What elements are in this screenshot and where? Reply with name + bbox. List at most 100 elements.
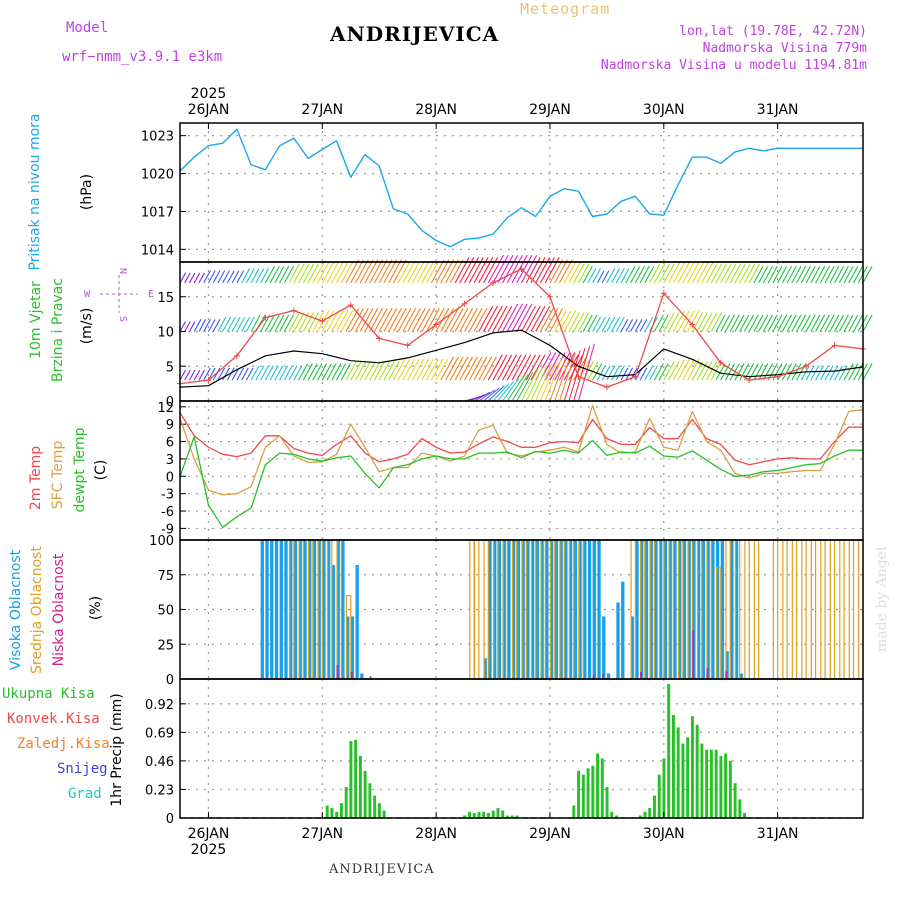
wind-barb	[710, 312, 723, 332]
wind-barb	[321, 363, 332, 381]
wind-barb	[805, 365, 815, 381]
wind-barb	[834, 314, 845, 332]
wind-barb	[203, 270, 211, 284]
wind-gust-marker	[546, 293, 553, 300]
cloud-bar	[715, 540, 720, 679]
cloud-bar	[507, 540, 511, 679]
wind-barb	[184, 272, 191, 284]
wind-barb	[724, 363, 736, 381]
wind-barb	[497, 380, 515, 402]
wind-barb	[359, 308, 374, 332]
cloud-unit-label: (%)	[88, 596, 104, 620]
cloud-bar	[583, 540, 587, 679]
cloud-bar	[678, 540, 682, 679]
wind-barb	[402, 358, 415, 381]
wind-speed-line	[179, 329, 864, 388]
wind-barb	[212, 270, 221, 284]
wind-barb	[207, 319, 216, 332]
legend-ukupna-kisa: Ukupna Kisa	[2, 686, 95, 702]
wind-gust-marker	[233, 352, 240, 359]
cloud-bar	[711, 540, 715, 679]
wind-barb	[502, 254, 519, 284]
wind-axis-label-1: 10m Vjetar	[28, 281, 44, 359]
precip-bar	[586, 768, 590, 818]
precip-bar	[591, 765, 595, 818]
wind-barb	[691, 261, 705, 284]
wind-barb	[198, 319, 207, 332]
cloud-bar	[725, 651, 729, 679]
wind-barb	[430, 308, 445, 332]
precip-bar	[724, 753, 728, 818]
wind-barb	[549, 352, 566, 381]
wind-barb	[796, 265, 807, 284]
precip-bar	[596, 753, 600, 818]
wind-barb	[658, 363, 669, 381]
wind-barb	[302, 263, 315, 284]
wind-barb	[430, 358, 444, 381]
wind-barb	[653, 363, 664, 381]
wind-barb	[829, 314, 840, 332]
wind-barb	[506, 376, 524, 402]
wind-barb	[848, 265, 859, 284]
wind-barb	[862, 314, 873, 332]
wind-barb	[834, 265, 845, 284]
cloud-bar	[654, 540, 658, 679]
wind-barb	[288, 312, 300, 332]
wind-barb	[596, 316, 606, 332]
wind-barb	[748, 263, 760, 284]
cloud-bar	[706, 667, 709, 679]
wind-barb	[506, 254, 523, 284]
compass-n: N	[117, 268, 128, 274]
wind-barb	[226, 270, 235, 284]
y-tick-label: 15	[157, 291, 174, 306]
wind-barb	[772, 265, 783, 284]
wind-barb	[777, 314, 788, 332]
wind-barb	[805, 314, 816, 332]
wind-axis-label-2: Brzina i Pravac	[50, 278, 66, 382]
wind-barb	[392, 358, 406, 381]
wind-barb	[563, 261, 577, 284]
cloud-bar	[322, 540, 326, 679]
wind-barb	[193, 369, 201, 381]
temp-unit-label: (C)	[93, 460, 109, 481]
wind-barb	[615, 316, 625, 332]
wind-barb	[834, 365, 843, 381]
wind-barb	[264, 265, 275, 284]
cloud-bar	[341, 540, 345, 679]
cloud-bar	[564, 540, 568, 679]
precip-bar	[690, 716, 694, 818]
cloud-bar	[488, 540, 492, 679]
precip-bar	[643, 811, 647, 818]
wind-barb	[288, 263, 300, 284]
wind-barb	[459, 308, 474, 332]
wind-barb	[369, 308, 383, 332]
wind-barb	[592, 363, 603, 381]
wind-barb	[753, 314, 764, 332]
precip-bar	[686, 737, 690, 818]
panel-bg-5	[180, 679, 863, 818]
wind-barb	[483, 356, 497, 381]
wind-barb	[464, 356, 478, 381]
wind-gust-marker	[290, 307, 297, 314]
wind-barb	[677, 310, 691, 332]
wind-barb	[554, 310, 567, 332]
wind-barb	[203, 319, 211, 332]
legend-zaledj-kisa: Zaledj.Kisa	[17, 736, 110, 752]
temp-axis-label-2m: 2m Temp	[28, 446, 44, 510]
wind-barb	[819, 365, 829, 381]
wind-barb	[487, 354, 503, 381]
precip-bar	[638, 815, 642, 818]
y-tick-label: 1023	[141, 130, 174, 145]
cloud-series-visoka	[260, 540, 744, 679]
wind-barb	[781, 314, 792, 332]
cloud-bar	[630, 616, 634, 679]
cloud-bar	[706, 540, 710, 679]
wind-barb	[274, 365, 284, 381]
compass-e: E	[148, 289, 154, 300]
wind-barb	[649, 365, 658, 381]
temp-line-2m-temp	[179, 412, 863, 466]
wind-barb	[492, 354, 508, 381]
cloud-bar	[360, 673, 364, 679]
wind-barb	[630, 265, 641, 284]
wind-barb	[535, 305, 551, 332]
